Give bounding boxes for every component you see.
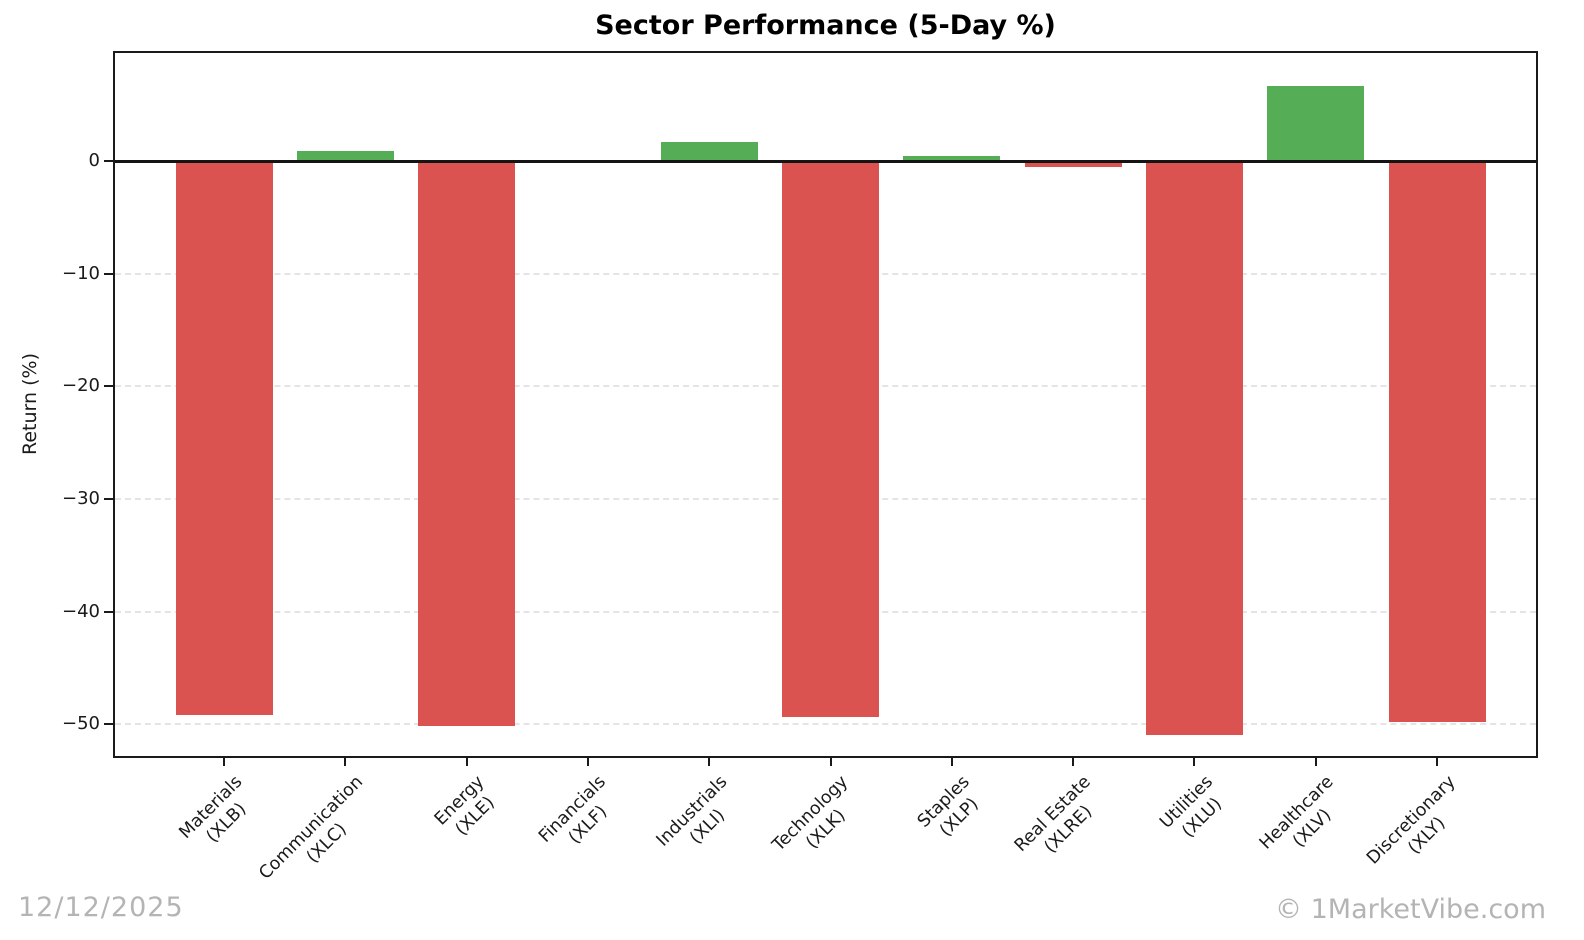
y-tick-label: −20 [62, 375, 100, 397]
x-tick-label: Energy (XLE) [431, 772, 505, 846]
x-tick-mark [829, 758, 832, 766]
x-tick-mark [950, 758, 953, 766]
x-tick-mark [1193, 758, 1196, 766]
y-tick-label: −30 [62, 488, 100, 510]
bar-energy [418, 161, 516, 726]
y-tick-mark [104, 272, 113, 275]
chart-title: Sector Performance (5-Day %) [595, 10, 1056, 41]
plot-area [113, 51, 1538, 758]
y-tick-mark [104, 160, 113, 163]
x-tick-mark [344, 758, 347, 766]
x-tick-mark [1072, 758, 1075, 766]
zero-line [115, 160, 1536, 164]
bar-industrials [660, 142, 758, 162]
x-tick-label: Industrials (XLI) [653, 772, 748, 867]
y-tick-mark [104, 723, 113, 726]
y-tick-label: −40 [62, 600, 100, 622]
bar-real-estate [1024, 161, 1122, 167]
x-tick-label: Staples (XLP) [914, 772, 991, 849]
footer-credit: © 1MarketVibe.com [1275, 894, 1546, 925]
y-tick-mark [104, 498, 113, 501]
gridline [115, 723, 1536, 726]
y-tick-mark [104, 610, 113, 613]
x-tick-mark [465, 758, 468, 766]
y-tick-label: 0 [88, 150, 100, 172]
bar-communication [296, 151, 394, 162]
x-tick-mark [586, 758, 589, 766]
x-tick-label: Financials (XLF) [535, 772, 627, 864]
bar-materials [175, 161, 273, 716]
x-tick-label: Communication (XLC) [256, 772, 384, 900]
x-tick-label: Healthcare (XLV) [1256, 772, 1354, 870]
bar-healthcare [1267, 85, 1365, 162]
y-tick-label: −10 [62, 262, 100, 284]
x-tick-mark [1314, 758, 1317, 766]
footer-date: 12/12/2025 [18, 892, 184, 923]
bar-technology [782, 161, 879, 717]
x-tick-label: Technology (XLK) [769, 772, 869, 872]
x-tick-label: Materials (XLB) [175, 772, 263, 860]
bar-utilities [1145, 161, 1243, 735]
y-tick-mark [104, 385, 113, 388]
x-tick-label: Utilities (XLU) [1156, 772, 1234, 850]
x-tick-label: Discretionary (XLY) [1363, 772, 1476, 885]
x-tick-mark [708, 758, 711, 766]
x-tick-mark [1436, 758, 1438, 766]
x-tick-label: Real Estate (XLRE) [1011, 772, 1112, 873]
bar-staples [903, 155, 1001, 162]
y-axis-label: Return (%) [19, 353, 41, 455]
x-tick-mark [223, 758, 225, 766]
y-tick-label: −50 [62, 713, 100, 735]
bar-discretionary [1388, 161, 1486, 723]
